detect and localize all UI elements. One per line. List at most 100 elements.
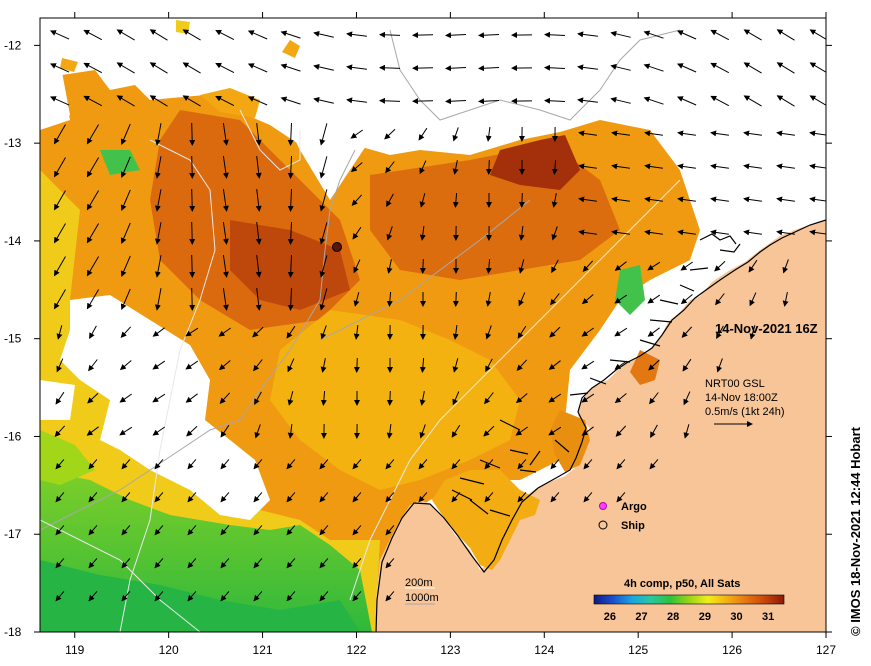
current-arrow [715, 293, 725, 306]
x-tick-label: 127 [816, 643, 836, 657]
current-arrow [154, 189, 162, 212]
current-arrow [614, 393, 627, 404]
current-arrow [451, 459, 461, 470]
current-arrow [280, 30, 301, 39]
current-arrow [385, 591, 395, 602]
current-arrow [544, 97, 566, 104]
current-arrow [614, 294, 628, 304]
current-arrow [478, 32, 500, 39]
current-arrow [287, 155, 294, 179]
coastline [375, 219, 826, 632]
current-arrow [683, 391, 691, 406]
current-arrow [189, 287, 196, 311]
current-arrow [346, 64, 367, 71]
current-arrow [578, 130, 597, 137]
current-arrow [253, 525, 263, 536]
current-arrow [485, 358, 493, 373]
current-arrow [86, 256, 100, 277]
current-arrow [86, 124, 100, 145]
current-arrow [419, 160, 427, 175]
current-arrow [710, 229, 729, 236]
cloud-patch [60, 295, 270, 520]
current-arrow [320, 358, 327, 373]
current-arrow [583, 459, 593, 470]
current-arrow [418, 459, 428, 470]
current-arrow [222, 288, 229, 311]
current-arrow [219, 392, 231, 404]
current-arrow [384, 128, 396, 140]
current-arrow [452, 325, 459, 340]
current-arrow [215, 95, 235, 107]
current-arrow [313, 96, 334, 104]
current-arrow [189, 122, 196, 146]
current-arrow [55, 492, 65, 503]
current-arrow [352, 226, 362, 240]
current-arrow [352, 459, 362, 470]
current-arrow [748, 259, 758, 273]
svg-text:0.5m/s (1kt 24h): 0.5m/s (1kt 24h) [705, 406, 784, 418]
current-arrow [445, 98, 467, 105]
current-arrow [749, 325, 756, 340]
current-arrow [253, 591, 263, 602]
current-arrow [648, 359, 660, 371]
x-tick-label: 124 [534, 643, 554, 657]
current-arrow [187, 591, 197, 602]
current-arrow [516, 359, 528, 371]
current-arrow [550, 293, 560, 306]
current-arrow [287, 391, 294, 406]
current-arrow [89, 325, 97, 339]
current-arrow [88, 591, 98, 602]
current-arrow [186, 425, 198, 437]
current-arrow [154, 459, 164, 470]
current-arrow [452, 391, 460, 406]
ship-legend-symbol [598, 520, 608, 530]
current-arrow [286, 492, 296, 503]
current-arrow [776, 95, 795, 107]
current-arrow [55, 591, 65, 602]
current-arrow [548, 393, 562, 403]
current-arrow [581, 327, 594, 337]
current-arrow [716, 325, 724, 339]
current-arrow [379, 31, 401, 38]
current-arrow [610, 30, 631, 38]
svg-text:Argo: Argo [621, 501, 647, 513]
x-tick-label: 119 [65, 643, 84, 657]
current-arrow [577, 31, 598, 38]
current-arrow [220, 492, 230, 503]
current-arrow [88, 359, 98, 372]
current-arrow [120, 123, 131, 146]
current-arrow [346, 31, 367, 38]
current-arrow [222, 123, 229, 146]
current-arrow [253, 359, 263, 372]
current-arrow [683, 424, 690, 439]
svg-text:NRT00 GSL: NRT00 GSL [705, 378, 765, 390]
current-arrow [451, 424, 461, 438]
current-arrow [581, 294, 594, 305]
current-arrow [350, 129, 363, 139]
current-arrow [776, 163, 795, 170]
current-arrow [386, 390, 393, 406]
current-arrow [121, 492, 131, 503]
current-arrow [776, 229, 795, 236]
current-arrow [581, 426, 594, 436]
current-arrow [83, 95, 103, 107]
current-arrow [385, 161, 395, 174]
current-arrow [353, 357, 360, 373]
current-arrow [710, 163, 729, 170]
current-arrow [710, 95, 730, 107]
current-arrow [649, 459, 659, 470]
current-arrow [254, 424, 261, 439]
current-arrow [352, 492, 362, 503]
current-arrow [643, 30, 664, 39]
current-arrow [578, 229, 597, 236]
current-arrow [452, 160, 459, 175]
current-arrow [353, 325, 360, 340]
current-arrow [647, 327, 660, 337]
current-arrow [255, 222, 262, 245]
current-arrow [120, 255, 131, 278]
current-arrow [53, 223, 66, 244]
current-arrow [643, 96, 664, 105]
current-arrow [287, 188, 294, 212]
current-arrow [809, 62, 826, 73]
